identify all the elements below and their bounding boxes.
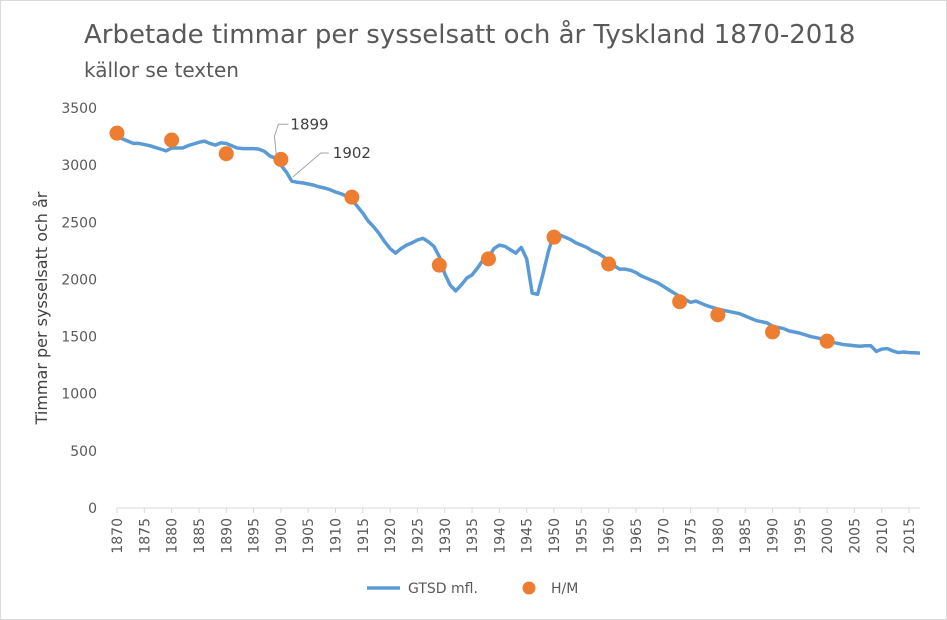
data-point-hm — [273, 151, 289, 167]
x-axis: 1870 1875 1880 1885 1890 1895 1900 1905 1910 1915… — [110, 507, 920, 554]
x-tick-label: 1885 — [192, 518, 208, 554]
x-tick-label: 1955 — [574, 518, 590, 554]
x-tick-label: 1950 — [547, 518, 563, 554]
x-tick-label: 2000 — [820, 518, 836, 554]
annotation-leader-1899 — [273, 123, 289, 157]
y-axis-title: Timmar per sysselsatt och år — [32, 191, 51, 425]
y-tick-label: 3500 — [61, 101, 97, 117]
x-tick-label: 1880 — [165, 518, 181, 554]
data-point-hm — [431, 257, 447, 273]
x-tick-label: 1915 — [356, 518, 372, 554]
data-point-hm — [546, 229, 562, 245]
x-tick-label: 1995 — [793, 518, 809, 554]
annotation-label-1902: 1902 — [333, 144, 371, 162]
y-tick-label: 0 — [88, 501, 97, 517]
x-tick-label: 1965 — [629, 518, 645, 554]
x-tick-label: 1900 — [274, 518, 290, 554]
x-tick-label: 1940 — [492, 518, 508, 554]
y-axis-tick-labels: 0 500 1000 1500 2000 2500 3000 3500 — [61, 101, 97, 517]
legend-dot-swatch — [522, 581, 536, 595]
data-point-hm — [164, 132, 180, 148]
x-tick-label: 1895 — [247, 518, 263, 554]
x-tick-label: 1960 — [602, 518, 618, 554]
y-tick-label: 500 — [70, 444, 97, 460]
annotation-leader-1902 — [292, 152, 329, 178]
y-tick-label: 1000 — [61, 387, 97, 403]
data-point-hm — [672, 294, 688, 310]
data-point-hm — [480, 251, 496, 267]
x-tick-label: 1890 — [219, 518, 235, 554]
x-tick-label: 1990 — [766, 518, 782, 554]
chart-title: Arbetade timmar per sysselsatt och år Ty… — [84, 20, 856, 50]
y-tick-label: 1500 — [61, 330, 97, 346]
legend: GTSD mfl. H/M — [367, 581, 578, 597]
annotations: 1899 1902 — [273, 115, 371, 178]
x-tick-label: 1905 — [301, 518, 317, 554]
x-tick-label: 1870 — [110, 518, 126, 554]
x-tick-label: 2010 — [875, 518, 891, 554]
legend-label-hm: H/M — [551, 581, 578, 597]
series-layer — [109, 125, 921, 355]
chart-subtitle: källor se texten — [84, 58, 239, 82]
x-tick-label: 1980 — [711, 518, 727, 554]
data-point-hm — [710, 307, 726, 323]
y-tick-label: 3000 — [61, 158, 97, 174]
x-tick-label: 1945 — [520, 518, 536, 554]
data-point-hm — [819, 333, 835, 349]
x-tick-label: 1910 — [329, 518, 345, 554]
x-tick-label: 1970 — [656, 518, 672, 554]
x-tick-label: 1930 — [438, 518, 454, 554]
x-tick-label: 1975 — [684, 518, 700, 554]
annotation-label-1899: 1899 — [290, 115, 328, 133]
series-line-gtsd — [116, 133, 921, 355]
data-point-hm — [109, 125, 125, 141]
x-tick-label: 1985 — [738, 518, 754, 554]
x-tick-label: 1920 — [383, 518, 399, 554]
x-tick-label: 1875 — [137, 518, 153, 554]
data-point-hm — [344, 189, 360, 205]
x-tick-label: 2005 — [847, 518, 863, 554]
data-point-hm — [218, 146, 234, 162]
data-point-hm — [601, 256, 617, 272]
x-tick-label: 1935 — [465, 518, 481, 554]
legend-label-gtsd: GTSD mfl. — [408, 581, 478, 597]
x-tick-label: 2015 — [902, 518, 918, 554]
data-point-hm — [765, 324, 781, 340]
y-tick-label: 2500 — [61, 215, 97, 231]
y-tick-label: 2000 — [61, 272, 97, 288]
x-tick-label: 1925 — [410, 518, 426, 554]
